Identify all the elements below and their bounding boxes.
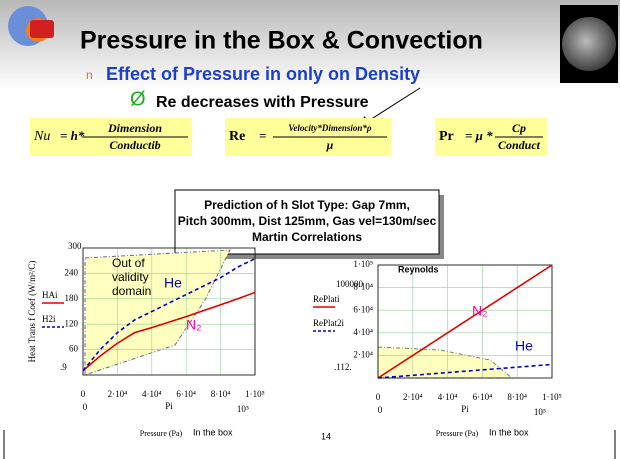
formula-numerator: Velocity*Dimension*ρ [288,123,371,133]
x-range-label: 10⁵ [534,407,546,417]
x-var: Pi [165,401,173,411]
formula-lhs: Pr [439,129,454,144]
formula-numerator: Cp [512,121,526,135]
y-range-label: 100000 [336,279,364,289]
y-tick-label: 120 [65,318,79,328]
legend-label: H2i [42,314,56,324]
box-line: Pitch 300mm, Dist 125mm, Gas vel=130m/se… [178,214,437,228]
sub-bullet-text: Re decreases with Pressure [156,94,369,111]
x-var: Pi [461,404,469,414]
slide: Pressure in the Box & Convection n Effec… [0,0,620,459]
bullet-text: Effect of Pressure in only on Density [106,64,420,84]
x-range-label: 10⁵ [237,404,249,414]
annotation: He [164,275,182,291]
y-tick-label: 6·10⁴ [353,304,373,314]
sub-bullet-marker: Ø [130,88,146,110]
x-tick-label: 6·10⁴ [473,392,493,402]
legend-label: RePlati [313,294,340,304]
y-tick-label: 1·10⁵ [353,259,373,269]
x-tick-label: 0 [81,389,86,399]
x-tick-label: 2·10⁴ [108,389,128,399]
y-tick-label: 60 [69,344,79,354]
x-range-label: 0 [378,405,383,415]
formula-eq: = μ * [465,128,493,143]
annotation: He [515,338,533,354]
x-note: In the box [489,427,529,437]
x-tick-label: 1·10⁵ [542,392,562,402]
annotation: N₂ [186,317,202,333]
annotation: N₂ [472,303,488,319]
bullet-marker: n [86,68,93,82]
legend-label: RePlat2i [313,318,344,328]
formula-numerator: Dimension [107,121,162,135]
y-range-label: .9 [60,362,67,372]
moon-image [560,5,618,83]
box-line: Martin Correlations [252,230,362,244]
x-tick-label: 6·10⁴ [176,389,196,399]
x-tick-label: 2·10⁴ [403,392,423,402]
x-tick-label: 8·10⁴ [507,392,527,402]
x-axis-label: Pressure (Pa) [436,429,479,438]
formula-eq: = h* [60,128,85,143]
box-line: Prediction of h Slot Type: Gap 7mm, [204,198,410,212]
y-range-label: .112. [334,362,352,372]
formula-lhs: Nu [33,129,50,144]
annotation: domain [112,284,151,298]
formula-denominator: Conduct [498,138,541,152]
formula-denominator: μ [326,138,334,152]
y-tick-label: 240 [65,267,79,277]
x-axis-label: Pressure (Pa) [140,429,183,438]
x-tick-label: 1·10⁵ [245,389,265,399]
formula-eq: = [259,128,266,143]
x-tick-label: 4·10⁴ [438,392,458,402]
y-range-label: 300 [68,241,82,251]
annotation: validity [112,270,149,284]
x-note: In the box [193,427,233,437]
x-tick-label: 0 [376,392,381,402]
formula-lhs: Re [229,129,245,144]
x-range-label: 0 [83,402,88,412]
slide-title: Pressure in the Box & Convection [80,27,483,55]
y-tick-label: 180 [65,293,79,303]
y-axis-label: Heat Trans f Coef (W/m²/C) [27,261,37,363]
legend-label: HAi [42,290,58,300]
page-number: 14 [321,431,331,441]
x-tick-label: 8·10⁴ [211,389,231,399]
chart-title: Reynolds [398,264,439,274]
y-tick-label: 2·10⁴ [353,349,373,359]
formula-denominator: Conductib [109,138,160,152]
annotation: Out of [112,256,145,270]
y-tick-label: 4·10⁴ [353,327,373,337]
x-tick-label: 4·10⁴ [142,389,162,399]
